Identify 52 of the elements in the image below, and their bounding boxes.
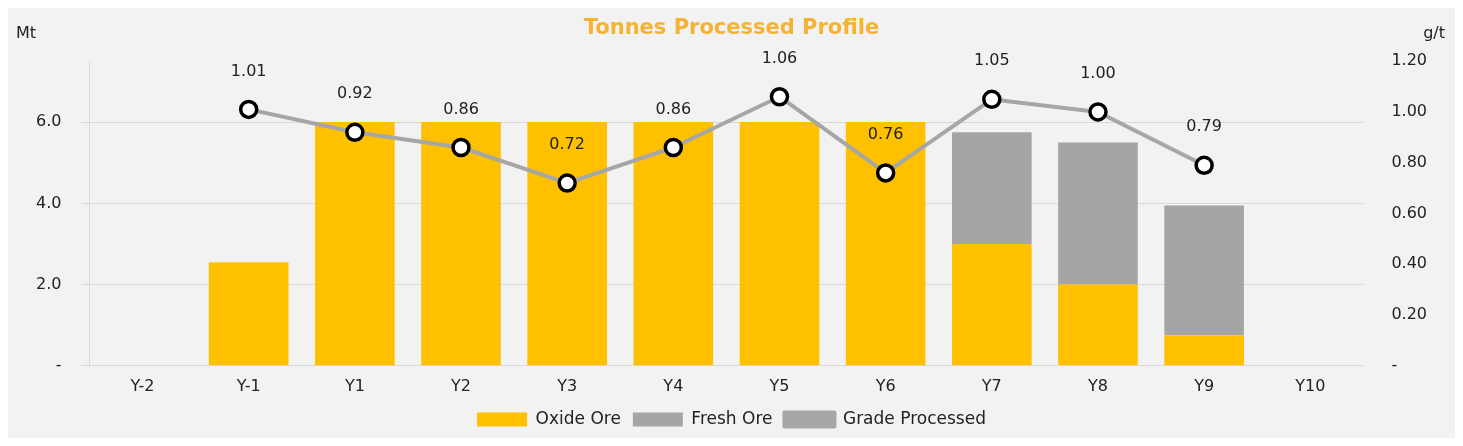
x-tick-label: Y10 (1294, 375, 1326, 395)
bar (1164, 205, 1244, 336)
x-tick-label: Y9 (1193, 375, 1215, 395)
y2-tick-label: 0.40 (1391, 253, 1427, 273)
data-label: 0.86 (443, 98, 479, 118)
data-label: 0.76 (867, 124, 904, 144)
data-label: 0.86 (655, 98, 692, 118)
bar (315, 122, 395, 366)
x-tick-label: Y-2 (129, 375, 155, 395)
y2-tick-label: - (1391, 354, 1398, 374)
x-tick-label: Y6 (874, 375, 896, 395)
bar (633, 122, 714, 366)
x-tick-label: Y-1 (235, 375, 261, 395)
y2-axis-title: g/t (1423, 23, 1445, 42)
y-tick-label: 4.0 (35, 192, 62, 212)
chart-title: Tonnes Processed Profile (583, 15, 880, 40)
legend-label: Grade Processed (842, 407, 986, 428)
y-tick-label: 6.0 (35, 111, 62, 131)
y-axis-title: Mt (16, 23, 37, 42)
x-tick-label: Y1 (343, 375, 365, 395)
bar (421, 122, 501, 366)
bar (1058, 142, 1138, 285)
data-label: 0.79 (1186, 116, 1222, 136)
data-label: 0.92 (337, 83, 373, 103)
x-tick-label: Y2 (450, 375, 471, 395)
x-tick-label: Y5 (768, 375, 790, 395)
data-label: 1.06 (761, 47, 798, 67)
y2-tick-label: 0.20 (1391, 304, 1427, 324)
data-label: 1.01 (230, 60, 267, 80)
x-tick-label: Y8 (1087, 375, 1108, 395)
legend-label: Oxide Ore (535, 407, 621, 428)
x-tick-label: Y3 (556, 375, 578, 395)
data-label: 1.05 (974, 50, 1010, 70)
bar (208, 262, 289, 366)
bar (845, 122, 926, 366)
x-tick-label: Y7 (980, 375, 1002, 395)
bar (952, 132, 1032, 244)
x-tick-label: Y4 (662, 375, 684, 395)
bar (739, 122, 820, 366)
bar (1164, 335, 1244, 366)
y2-tick-label: 1.00 (1391, 101, 1427, 121)
y-tick-label: 2.0 (35, 273, 62, 293)
y2-tick-label: 1.20 (1391, 50, 1427, 70)
bar (1058, 284, 1138, 366)
y-tick-label: - (55, 354, 62, 374)
bar (952, 243, 1032, 366)
data-label: 1.00 (1080, 63, 1116, 83)
bar (527, 122, 607, 366)
legend-label: Fresh Ore (691, 407, 773, 428)
y2-tick-label: 0.60 (1391, 202, 1427, 222)
data-label: 0.72 (549, 134, 585, 154)
y2-tick-label: 0.80 (1391, 151, 1427, 171)
